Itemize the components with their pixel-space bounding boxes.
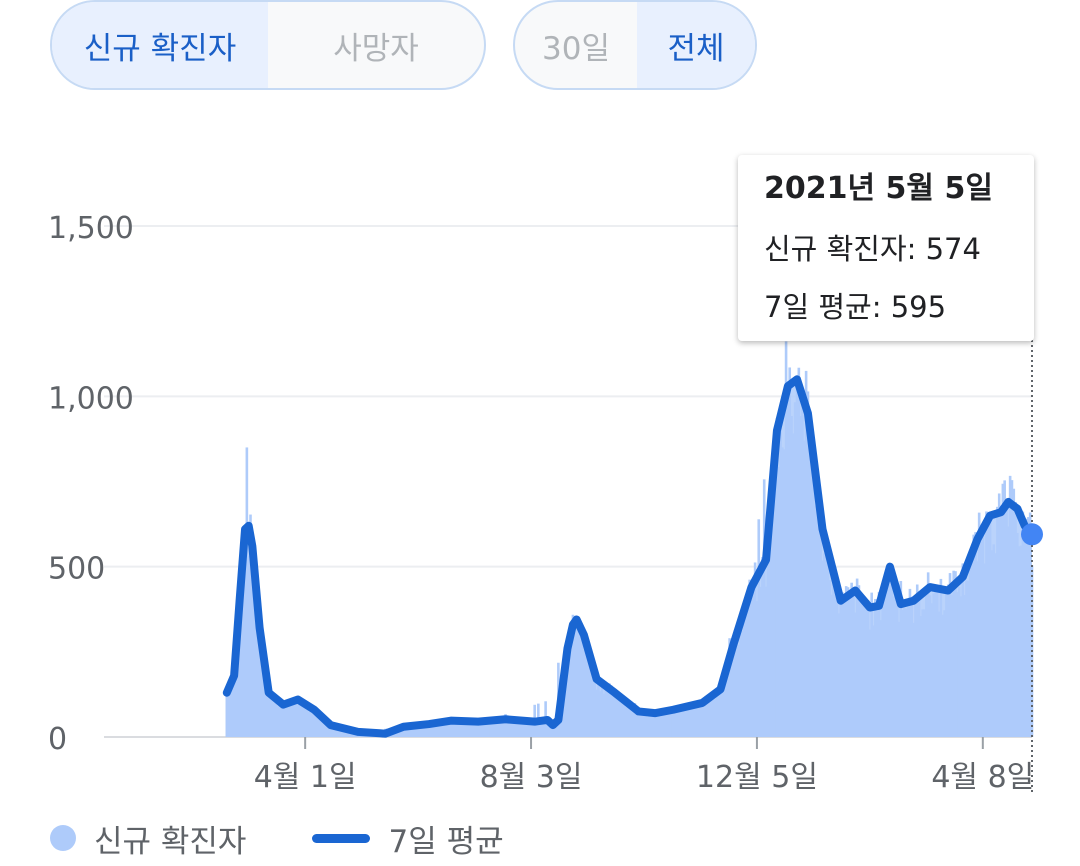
metric-toggle: 신규 확진자 사망자 — [50, 0, 486, 90]
y-tick-label: 1,000 — [48, 381, 134, 416]
deaths-toggle-button[interactable]: 사망자 — [333, 30, 419, 67]
legend-average-label: 7일 평균 — [388, 823, 504, 860]
average-line — [222, 375, 1036, 738]
x-tick-label: 12월 5일 — [696, 760, 818, 795]
range-30-days-button[interactable]: 30일 — [542, 30, 610, 67]
highlight-point — [1021, 523, 1043, 546]
legend-cases-dot-icon — [50, 825, 76, 851]
y-tick-label: 0 — [48, 722, 67, 757]
new-cases-toggle-button[interactable]: 신규 확진자 — [52, 2, 268, 88]
tooltip-average: 7일 평균: 595 — [764, 290, 947, 324]
tooltip-cases: 신규 확진자: 574 — [764, 232, 981, 266]
range-toggle: 30일 전체 — [513, 0, 757, 90]
y-tick-label: 1,500 — [48, 211, 134, 246]
legend-cases-label: 신규 확진자 — [94, 823, 247, 860]
y-tick-label: 500 — [48, 552, 105, 587]
tooltip-date: 2021년 5월 5일 — [764, 171, 993, 206]
chart-legend: 신규 확진자 7일 평균 — [50, 815, 504, 861]
range-all-button[interactable]: 전체 — [637, 2, 755, 88]
x-tick-label: 4월 1일 — [254, 760, 357, 795]
legend-average-line-icon — [312, 833, 371, 843]
cases-area — [226, 379, 1033, 737]
x-tick-label: 4월 8일 — [931, 760, 1034, 795]
x-tick-label: 8월 3일 — [480, 760, 583, 795]
chart-tooltip: 2021년 5월 5일 신규 확진자: 574 7일 평균: 595 — [738, 155, 1034, 341]
